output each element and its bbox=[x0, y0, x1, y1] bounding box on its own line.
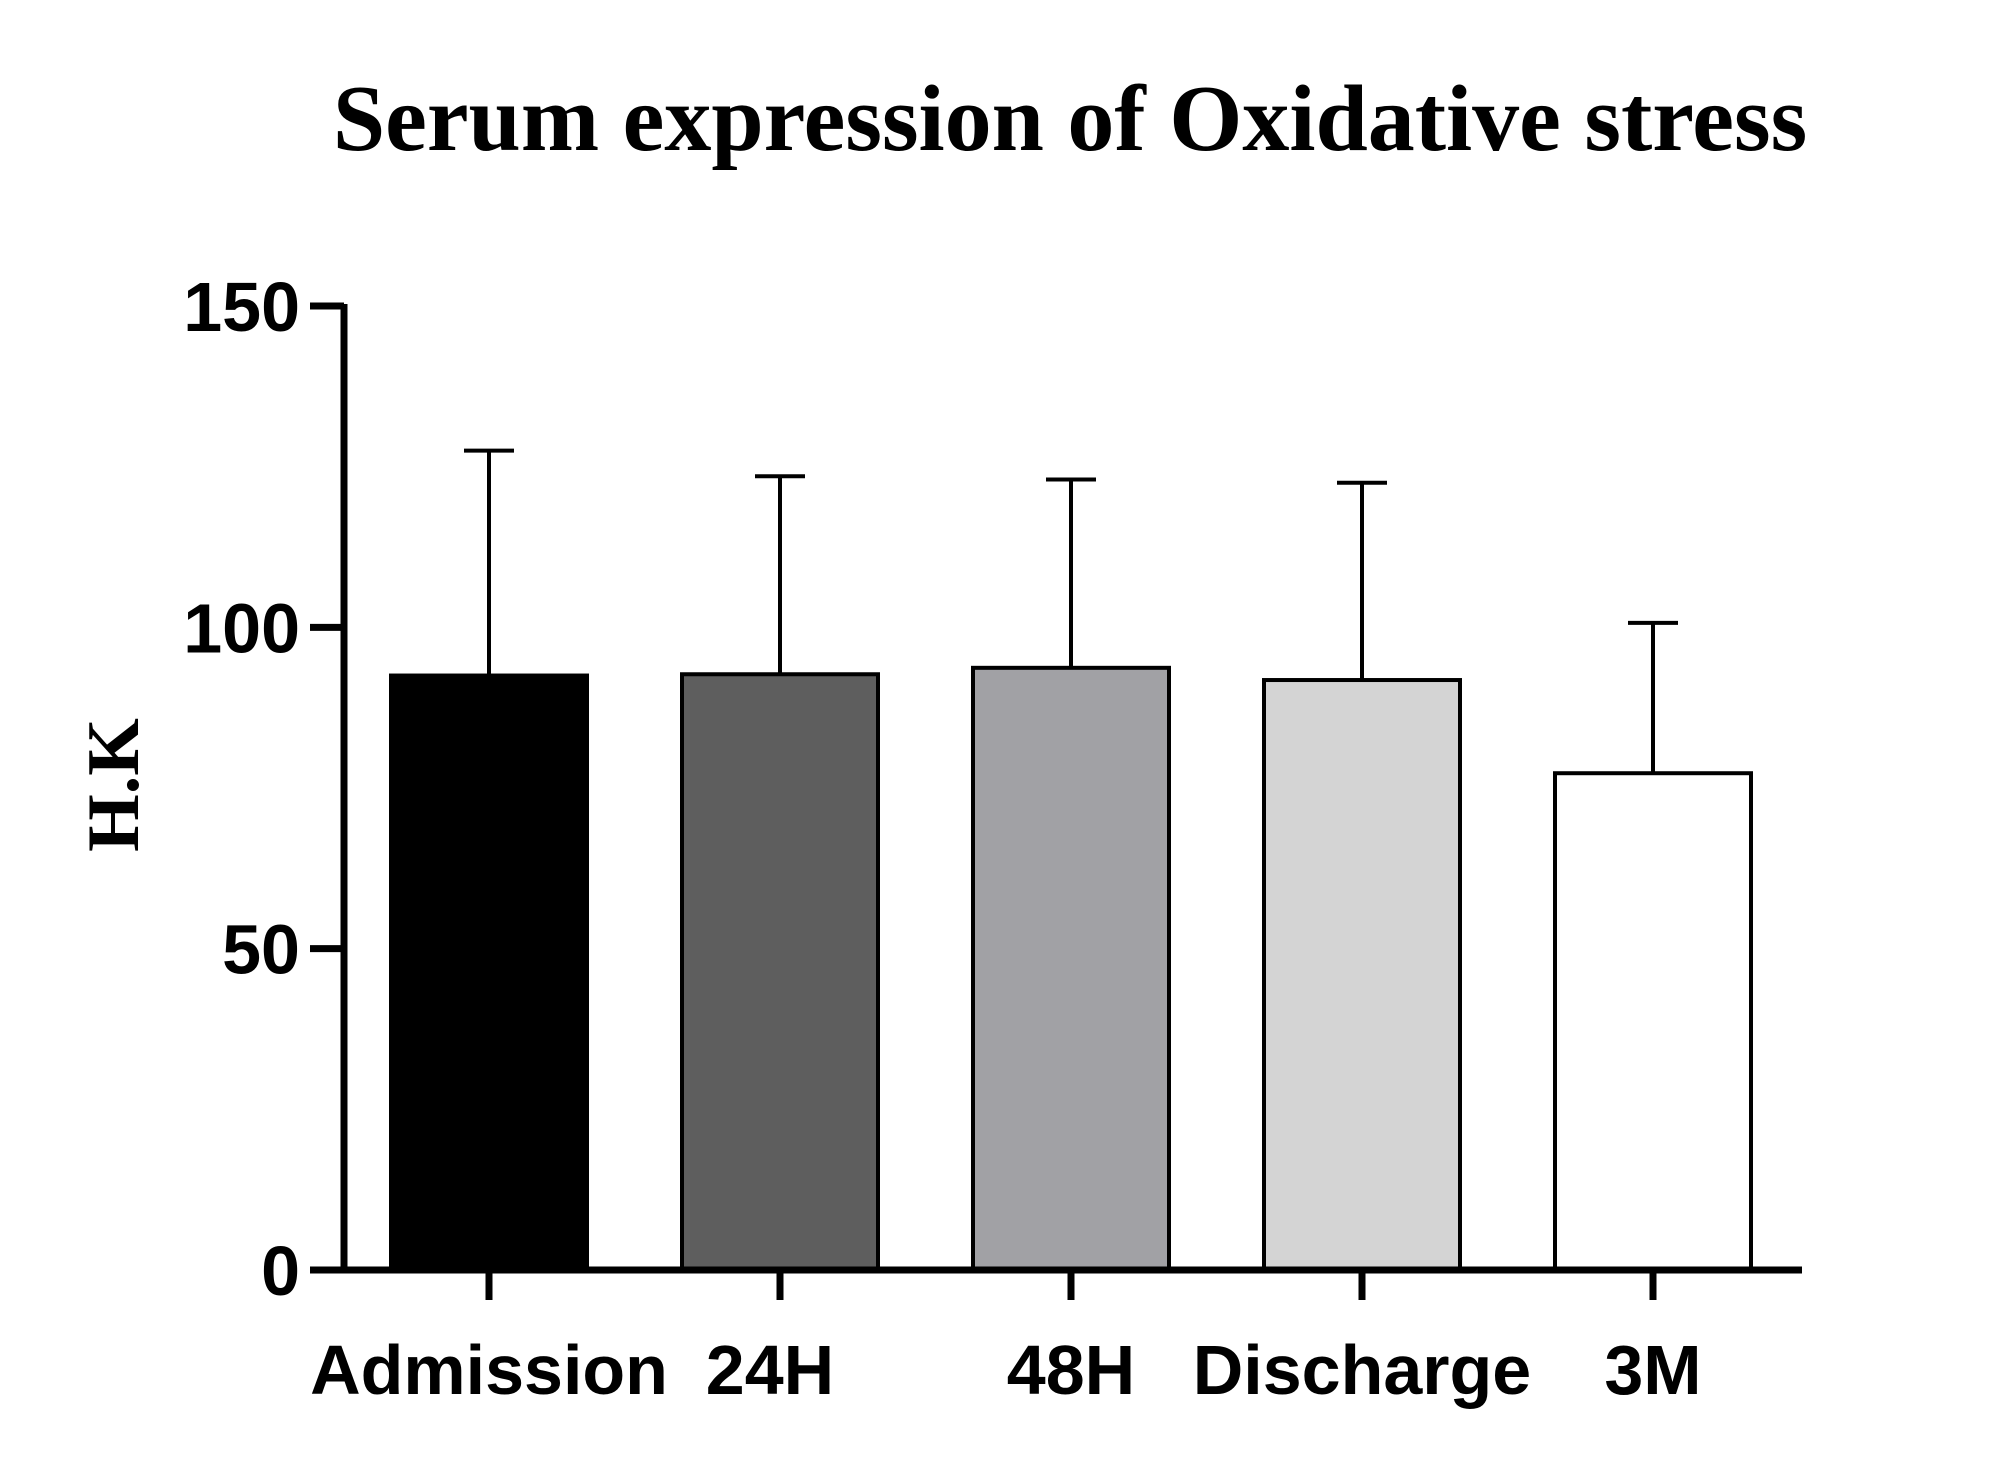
bar-24h bbox=[680, 672, 880, 1272]
x-tick-label-discharge: Discharge bbox=[1193, 1331, 1531, 1409]
y-tick-label-150: 150 bbox=[183, 268, 300, 346]
y-axis-label: H.K bbox=[73, 718, 155, 852]
bar-48h bbox=[971, 665, 1171, 1272]
x-tick-label-24h: 24H bbox=[706, 1331, 834, 1409]
bar-admission bbox=[389, 673, 589, 1272]
chart-title: Serum expression of Oxidative stress bbox=[333, 67, 1807, 171]
bars-layer bbox=[389, 665, 1753, 1273]
y-tick-label-100: 100 bbox=[183, 589, 300, 667]
x-tick-label-admission: Admission bbox=[310, 1331, 668, 1409]
bar-discharge bbox=[1262, 678, 1462, 1272]
y-tick-label-50: 50 bbox=[222, 911, 300, 989]
y-tick-label-0: 0 bbox=[261, 1232, 300, 1310]
bar-3m bbox=[1553, 771, 1753, 1273]
error-bars-layer bbox=[464, 448, 1678, 774]
x-tick-label-3m: 3M bbox=[1604, 1331, 1701, 1409]
x-tick-label-48h: 48H bbox=[1007, 1331, 1135, 1409]
axes-layer bbox=[310, 302, 1802, 1300]
tick-labels-layer: 0 50 100 150 Admission 24H 48H Discharge 3M bbox=[183, 268, 1701, 1409]
